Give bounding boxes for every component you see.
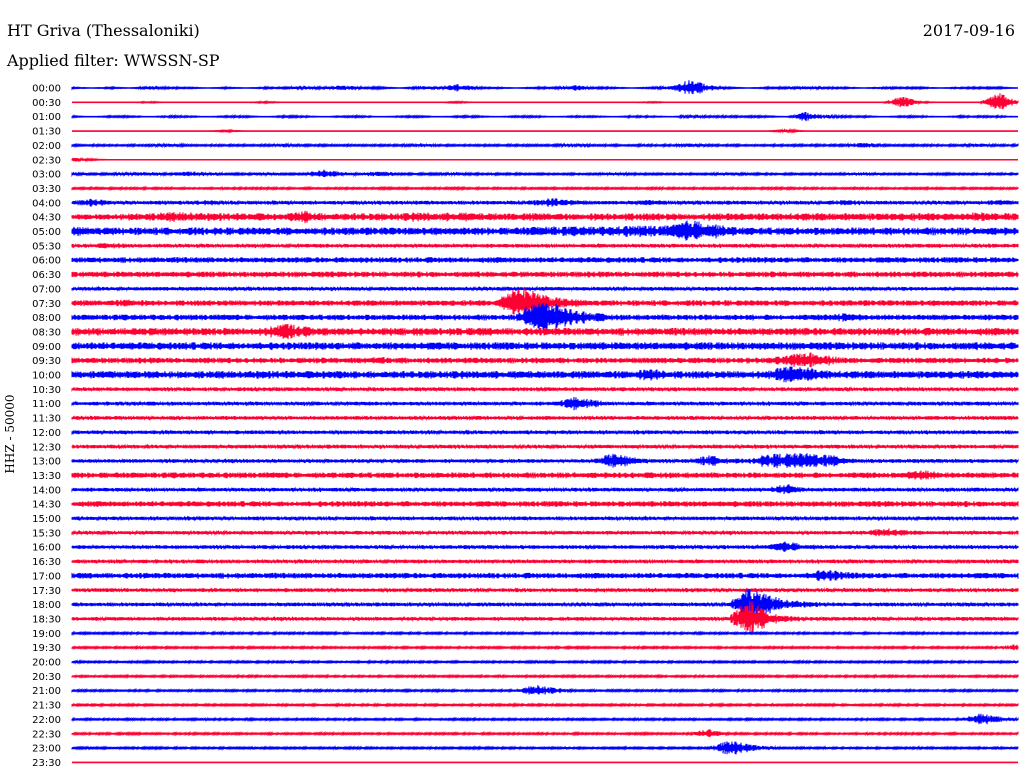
row-time-label: 22:30 [32,729,61,740]
row-time-label: 06:00 [32,256,61,267]
row-time-label: 02:30 [32,155,61,166]
row-time-label: 17:30 [32,586,61,597]
row-time-label: 01:00 [32,112,61,123]
row-time-label: 13:30 [32,471,61,482]
row-time-label: 12:00 [32,428,61,439]
row-time-label: 15:30 [32,528,61,539]
row-time-label: 10:30 [32,385,61,396]
row-time-label: 16:00 [32,543,61,554]
row-time-label: 19:00 [32,629,61,640]
row-time-label: 04:00 [32,198,61,209]
row-time-label: 18:00 [32,600,61,611]
row-time-label: 05:00 [32,227,61,238]
row-time-label: 12:30 [32,442,61,453]
row-time-label: 14:30 [32,500,61,511]
seismic-trace [71,210,1019,224]
row-time-label: 17:00 [32,571,61,582]
row-time-label: 09:00 [32,342,61,353]
row-time-label: 08:00 [32,313,61,324]
row-time-label: 07:30 [32,299,61,310]
row-time-label: 15:00 [32,514,61,525]
date-stamp: 2017-09-16 [922,21,1015,40]
row-time-label: 21:00 [32,686,61,697]
row-time-label: 23:00 [32,744,61,755]
row-time-label: 23:30 [32,758,61,769]
row-time-label: 11:30 [32,414,61,425]
row-time-label: 05:30 [32,241,61,252]
row-time-label: 08:30 [32,327,61,338]
row-time-label: 00:00 [32,84,61,95]
row-time-label: 03:00 [32,170,61,181]
row-time-label: 14:00 [32,485,61,496]
seismic-trace [71,80,1018,95]
row-time-label: 18:30 [32,614,61,625]
row-time-label: 01:30 [32,127,61,138]
row-time-label: 02:00 [32,141,61,152]
row-time-label: 06:30 [32,270,61,281]
row-time-label: 20:30 [32,672,61,683]
row-time-label: 22:00 [32,715,61,726]
row-time-label: 13:00 [32,457,61,468]
row-time-label: 09:30 [32,356,61,367]
row-time-label: 04:30 [32,213,61,224]
row-time-label: 07:00 [32,284,61,295]
row-time-label: 10:00 [32,371,61,382]
row-time-label: 16:30 [32,557,61,568]
row-time-label: 11:00 [32,399,61,410]
row-time-label: 20:00 [32,658,61,669]
seismic-trace [71,220,1019,241]
row-time-label: 19:30 [32,643,61,654]
row-time-label: 03:30 [32,184,61,195]
row-time-label: 21:30 [32,701,61,712]
station-title: HT Griva (Thessaloniki) [7,21,200,40]
row-time-label: 00:30 [32,98,61,109]
seismic-trace [72,93,1019,110]
seismic-trace [71,601,1019,635]
filter-label: Applied filter: WWSSN-SP [7,51,220,70]
